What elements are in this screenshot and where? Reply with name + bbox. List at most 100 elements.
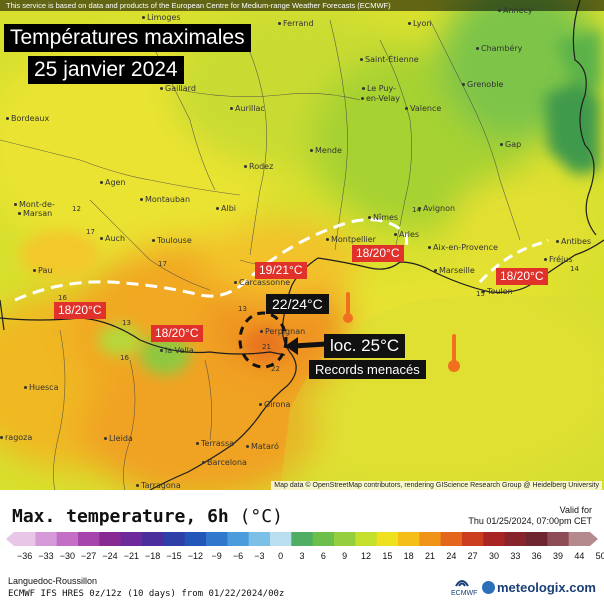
city-label: Mont-de- — [14, 200, 55, 209]
color-scale-segment — [355, 532, 378, 546]
ecmwf-logo-text: ECMWF — [451, 590, 478, 597]
thermometer-icon — [343, 292, 353, 323]
city-label: Barcelona — [202, 458, 247, 467]
region-name: Languedoc-Roussillon — [8, 576, 98, 586]
color-scale-tick: 3 — [299, 551, 305, 561]
temperature-value: 16 — [120, 354, 129, 362]
color-scale-segment — [120, 532, 143, 546]
meteologix-brand[interactable]: meteologix.com — [482, 580, 596, 595]
color-scale-segment — [248, 532, 271, 546]
color-scale-segment — [99, 532, 122, 546]
color-scale-tick: −33 — [38, 551, 54, 561]
temperature-value: 12 — [72, 205, 81, 213]
temperature-range-label: 18/20°C — [352, 245, 404, 262]
city-label: Marseille — [434, 266, 475, 275]
city-label: Aurillac — [230, 104, 265, 113]
temperature-value: 17 — [158, 260, 167, 268]
temperature-value: 21 — [262, 343, 271, 351]
city-label: Nîmes — [368, 213, 398, 222]
color-scale-segment — [6, 532, 36, 546]
color-scale-tick: 0 — [278, 551, 284, 561]
city-label: Le Puy- — [362, 84, 396, 93]
city-label: Fréjus — [544, 255, 573, 264]
city-label: Agen — [100, 178, 126, 187]
city-label: Chambéry — [476, 44, 522, 53]
legend-title: Max. temperature, 6h (°C) — [12, 506, 283, 527]
color-scale-segment — [163, 532, 186, 546]
city-label: Limoges — [142, 13, 181, 22]
city-label: Tarragona — [136, 481, 181, 490]
city-label: Lleida — [104, 434, 133, 443]
color-scale-segment — [312, 532, 335, 546]
city-label: en-Velay — [361, 94, 400, 103]
color-scale-tick: −24 — [102, 551, 118, 561]
annotation-label: Records menacés — [309, 360, 426, 379]
city-label: Aix-en-Provence — [428, 243, 498, 252]
color-scale-tick: 15 — [382, 551, 393, 561]
city-label: ragoza — [0, 433, 32, 442]
city-label: Perpignan — [260, 327, 305, 336]
color-scale-segment — [184, 532, 207, 546]
temperature-range-label: 18/20°C — [151, 325, 203, 342]
brand-text: meteologix.com — [497, 580, 596, 595]
city-label: Terrassa — [196, 439, 234, 448]
city-label: Albi — [216, 204, 236, 213]
color-scale-segment — [547, 532, 570, 546]
color-scale-segment — [142, 532, 164, 546]
city-label: Gaillard — [160, 84, 196, 93]
map-date: 25 janvier 2024 — [28, 56, 184, 84]
color-scale-segment — [398, 532, 420, 546]
color-scale-segment — [526, 532, 548, 546]
color-scale-segment — [56, 532, 79, 546]
city-label: Toulouse — [152, 236, 192, 245]
annotation-label: loc. 25°C — [324, 334, 406, 358]
legend-title-text: Max. temperature, 6h — [12, 506, 229, 527]
city-label: Montauban — [140, 195, 190, 204]
color-scale-tick: 33 — [510, 551, 521, 561]
color-scale-segment — [419, 532, 442, 546]
city-label: Toulon — [482, 287, 513, 296]
color-scale-tick: 21 — [424, 551, 436, 561]
color-scale-tick: −9 — [211, 551, 222, 561]
color-scale-segment — [78, 532, 100, 546]
color-scale-tick: 24 — [446, 551, 457, 561]
city-label: Annecy — [498, 6, 533, 15]
map-data-attribution[interactable]: Map data © OpenStreetMap contributors, r… — [271, 481, 602, 490]
color-scale-segment — [334, 532, 356, 546]
color-scale-segment — [35, 532, 58, 546]
color-scale-tick: −21 — [123, 551, 139, 561]
city-label: Avignon — [418, 204, 455, 213]
temperature-value: 14 — [412, 206, 421, 214]
globe-icon — [482, 581, 495, 594]
color-scale-tick: 39 — [552, 551, 564, 561]
ecmwf-logo-icon — [455, 580, 469, 587]
temperature-value: 14 — [570, 265, 579, 273]
city-label: Gap — [500, 140, 521, 149]
model-run: ECMWF IFS HRES 0z/12z (10 days) from 01/… — [8, 589, 285, 599]
city-label: Valence — [405, 104, 441, 113]
color-scale-tick: −3 — [254, 551, 265, 561]
color-scale-segment — [483, 532, 506, 546]
city-label: Ferrand — [278, 19, 314, 28]
color-scale-segment — [504, 532, 527, 546]
color-scale-tick: −15 — [166, 551, 182, 561]
temperature-value: 15 — [476, 290, 485, 298]
color-scale-tick: 36 — [531, 551, 542, 561]
valid-for: Valid for Thu 01/25/2024, 07:00pm CET — [468, 505, 592, 527]
color-scale-tick: 30 — [488, 551, 500, 561]
valid-for-date: Thu 01/25/2024, 07:00pm CET — [468, 516, 592, 526]
color-scale-tick: 12 — [360, 551, 372, 561]
annotation-label: 22/24°C — [266, 294, 329, 314]
color-scale-tick: 44 — [574, 551, 585, 561]
city-label: Girona — [259, 400, 290, 409]
color-scale-segment — [568, 532, 598, 546]
color-scale-segment — [462, 532, 484, 546]
temperature-value: 22 — [271, 365, 280, 373]
color-scale-segment — [440, 532, 463, 546]
ecmwf-attribution: This service is based on data and produc… — [0, 0, 604, 11]
city-label: Rodez — [244, 162, 273, 171]
city-label: la Vella — [160, 346, 194, 355]
color-scale-bar — [6, 532, 598, 546]
temperature-value: 16 — [58, 294, 67, 302]
city-label: Arles — [394, 230, 419, 239]
